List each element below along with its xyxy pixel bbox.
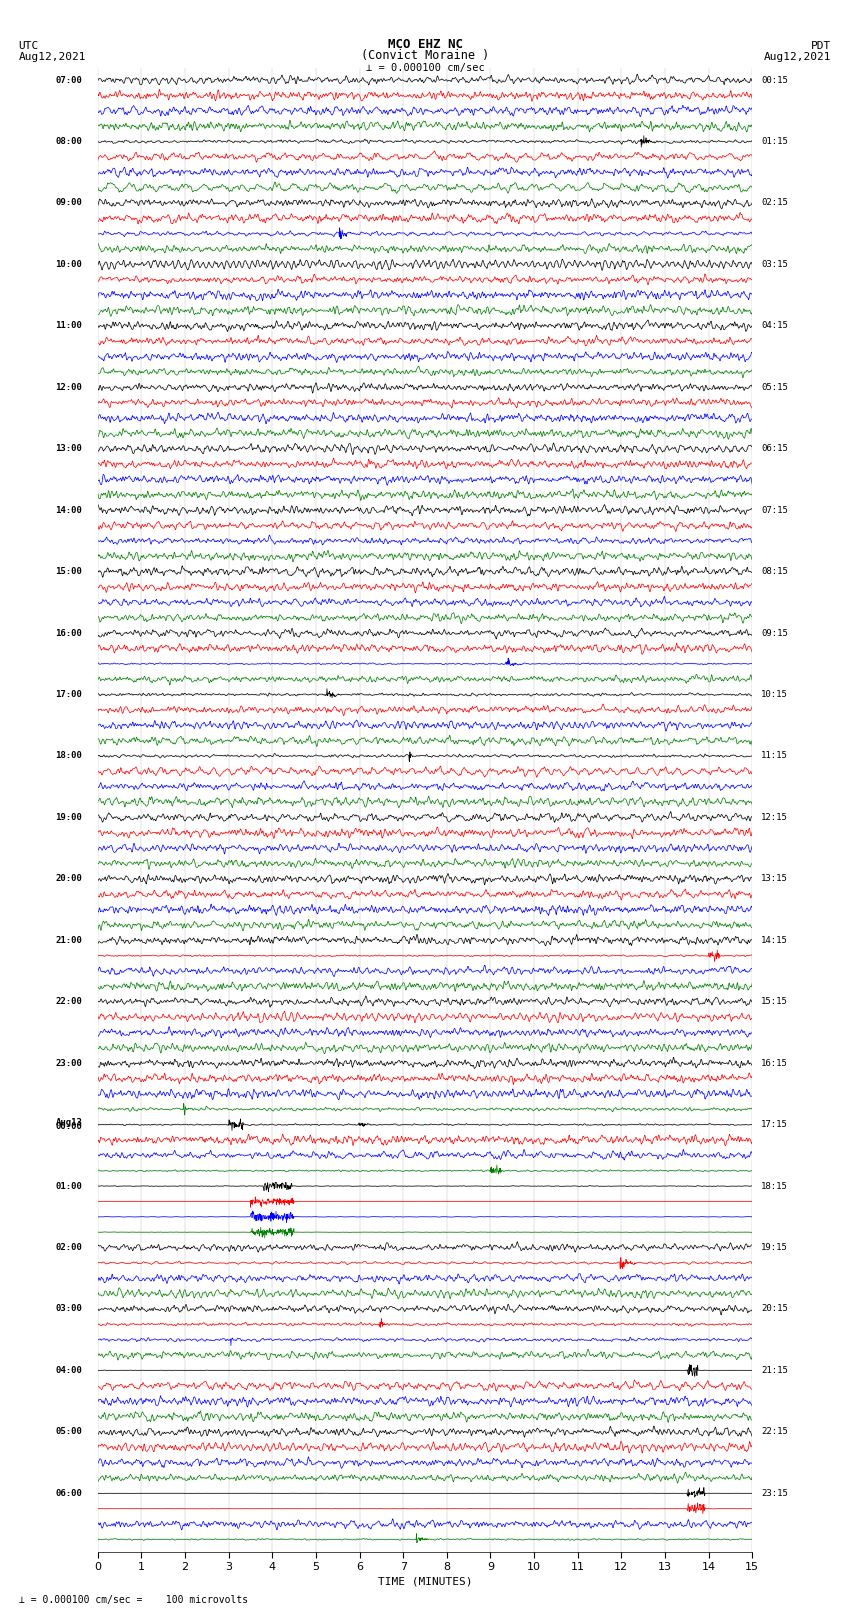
Text: PDT: PDT <box>811 40 831 50</box>
Text: 08:00: 08:00 <box>55 137 82 147</box>
Text: 02:00: 02:00 <box>55 1244 82 1252</box>
Text: 15:00: 15:00 <box>55 568 82 576</box>
Text: 09:15: 09:15 <box>761 629 788 637</box>
Text: 22:00: 22:00 <box>55 997 82 1007</box>
Text: 03:15: 03:15 <box>761 260 788 269</box>
Text: UTC: UTC <box>19 40 39 50</box>
Text: 18:15: 18:15 <box>761 1182 788 1190</box>
Text: 21:15: 21:15 <box>761 1366 788 1374</box>
Text: 13:15: 13:15 <box>761 874 788 884</box>
Text: 12:15: 12:15 <box>761 813 788 823</box>
Text: 18:00: 18:00 <box>55 752 82 760</box>
Text: ⊥ = 0.000100 cm/sec: ⊥ = 0.000100 cm/sec <box>366 63 484 73</box>
Text: 04:15: 04:15 <box>761 321 788 331</box>
Text: 23:00: 23:00 <box>55 1058 82 1068</box>
Text: 19:15: 19:15 <box>761 1244 788 1252</box>
Text: MCO EHZ NC: MCO EHZ NC <box>388 37 462 50</box>
Text: 05:15: 05:15 <box>761 382 788 392</box>
Text: 17:15: 17:15 <box>761 1119 788 1129</box>
Text: 23:15: 23:15 <box>761 1489 788 1498</box>
X-axis label: TIME (MINUTES): TIME (MINUTES) <box>377 1576 473 1586</box>
Text: 01:00: 01:00 <box>55 1182 82 1190</box>
Text: 04:00: 04:00 <box>55 1366 82 1374</box>
Text: 10:15: 10:15 <box>761 690 788 698</box>
Text: 03:00: 03:00 <box>55 1305 82 1313</box>
Text: 14:00: 14:00 <box>55 505 82 515</box>
Text: 20:00: 20:00 <box>55 874 82 884</box>
Text: Aug13: Aug13 <box>55 1118 82 1127</box>
Text: 15:15: 15:15 <box>761 997 788 1007</box>
Text: 06:00: 06:00 <box>55 1489 82 1498</box>
Text: 07:15: 07:15 <box>761 505 788 515</box>
Text: 19:00: 19:00 <box>55 813 82 823</box>
Text: Aug12,2021: Aug12,2021 <box>19 52 86 63</box>
Text: 06:15: 06:15 <box>761 444 788 453</box>
Text: Aug12,2021: Aug12,2021 <box>764 52 831 63</box>
Text: 11:15: 11:15 <box>761 752 788 760</box>
Text: 20:15: 20:15 <box>761 1305 788 1313</box>
Text: 22:15: 22:15 <box>761 1428 788 1437</box>
Text: 00:00: 00:00 <box>55 1123 82 1131</box>
Text: 08:15: 08:15 <box>761 568 788 576</box>
Text: (Convict Moraine ): (Convict Moraine ) <box>361 48 489 63</box>
Text: 02:15: 02:15 <box>761 198 788 208</box>
Text: 12:00: 12:00 <box>55 382 82 392</box>
Text: 05:00: 05:00 <box>55 1428 82 1437</box>
Text: 13:00: 13:00 <box>55 444 82 453</box>
Text: 01:15: 01:15 <box>761 137 788 147</box>
Text: 17:00: 17:00 <box>55 690 82 698</box>
Text: 11:00: 11:00 <box>55 321 82 331</box>
Text: 14:15: 14:15 <box>761 936 788 945</box>
Text: 09:00: 09:00 <box>55 198 82 208</box>
Text: 00:15: 00:15 <box>761 76 788 84</box>
Text: 07:00: 07:00 <box>55 76 82 84</box>
Text: ⊥ = 0.000100 cm/sec =    100 microvolts: ⊥ = 0.000100 cm/sec = 100 microvolts <box>19 1595 248 1605</box>
Text: 16:15: 16:15 <box>761 1058 788 1068</box>
Text: 21:00: 21:00 <box>55 936 82 945</box>
Text: 16:00: 16:00 <box>55 629 82 637</box>
Text: 10:00: 10:00 <box>55 260 82 269</box>
